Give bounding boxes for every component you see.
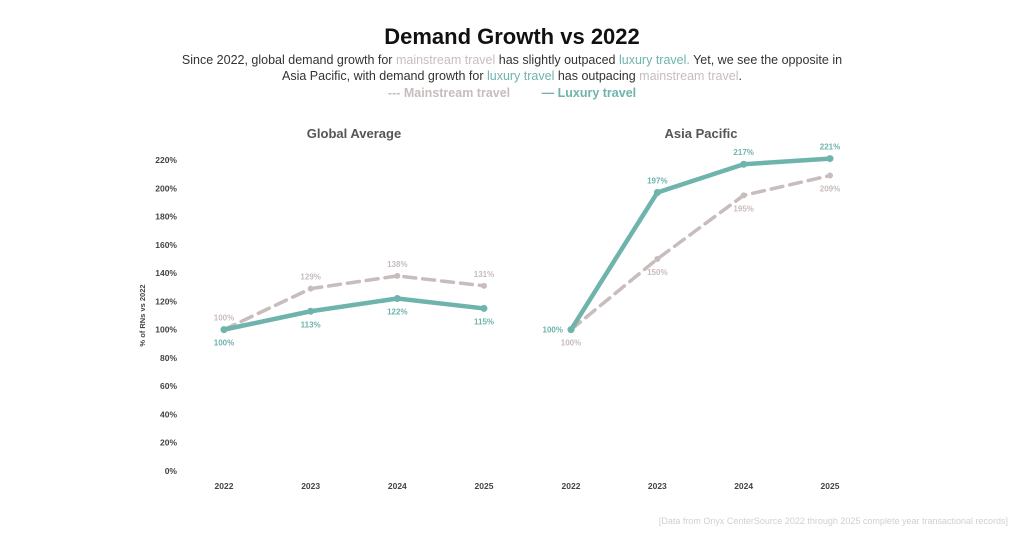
dashed-line-icon: --- xyxy=(387,86,401,100)
luxury-series-line xyxy=(221,296,487,332)
y-tick-label: 0% xyxy=(165,466,178,476)
data-label: 221% xyxy=(820,143,840,152)
y-tick-label: 200% xyxy=(155,183,177,193)
mainstream-point xyxy=(740,192,747,199)
subtitle-part: Yet, we see the opposite in Asia Pacific… xyxy=(282,53,843,83)
data-label: 217% xyxy=(733,148,753,157)
x-tick-label: 2022 xyxy=(562,481,581,491)
y-tick-label: 220% xyxy=(155,155,177,165)
x-tick-label: 2023 xyxy=(648,481,667,491)
x-tick-label: 2025 xyxy=(821,481,840,491)
subtitle-part: . xyxy=(738,69,742,83)
y-tick-label: 160% xyxy=(155,240,177,250)
subtitle-part: luxury travel. xyxy=(619,53,690,67)
panel-title: Asia Pacific xyxy=(665,126,738,141)
y-tick-label: 80% xyxy=(160,353,177,363)
mainstream-point xyxy=(481,282,487,289)
data-label: 150% xyxy=(647,268,667,277)
data-label: 122% xyxy=(387,308,407,317)
x-tick-label: 2022 xyxy=(215,481,234,491)
luxury-point xyxy=(480,304,488,312)
y-tick-label: 100% xyxy=(155,325,177,335)
y-tick-label: 20% xyxy=(160,438,177,448)
data-label: 197% xyxy=(647,177,667,186)
data-label: 100% xyxy=(214,314,234,323)
luxury-point xyxy=(307,307,315,315)
subtitle-part: mainstream travel xyxy=(639,69,739,83)
data-source-note: [Data from Onyx CenterSource 2022 throug… xyxy=(658,516,1008,526)
data-label: 131% xyxy=(474,270,494,279)
data-label: 115% xyxy=(474,317,494,326)
luxury-point xyxy=(653,189,661,197)
x-tick-label: 2023 xyxy=(301,481,320,491)
subtitle-part: Since 2022, global demand growth for xyxy=(181,53,396,67)
y-tick-label: 180% xyxy=(155,212,177,222)
luxury-point xyxy=(740,160,748,168)
subtitle-part: luxury travel xyxy=(486,69,555,83)
y-tick-label: 60% xyxy=(160,381,177,391)
x-tick-label: 2024 xyxy=(388,481,407,491)
data-label: 100% xyxy=(561,339,581,348)
y-tick-label: 40% xyxy=(160,409,177,419)
subtitle-part: has slightly outpaced xyxy=(495,53,619,67)
chart-title: Demand Growth vs 2022 xyxy=(384,24,640,49)
legend-label-mainstream: Mainstream travel xyxy=(403,86,511,100)
luxury-point xyxy=(567,326,575,334)
chart-subtitle: Since 2022, global demand growth for mai… xyxy=(180,52,844,84)
legend-label-luxury: Luxury travel xyxy=(557,86,637,100)
mainstream-point xyxy=(654,255,661,262)
solid-line-icon: — xyxy=(541,86,555,100)
x-tick-label: 2025 xyxy=(475,481,494,491)
luxury-series-line xyxy=(568,156,833,332)
y-axis-label: % of RNs vs 2022 xyxy=(138,284,147,346)
data-label: 100% xyxy=(214,339,234,348)
x-tick-label: 2024 xyxy=(734,481,753,491)
subtitle-part: has outpacing xyxy=(554,69,640,83)
data-label: 138% xyxy=(387,260,407,269)
legend-item-luxury: — Luxury travel xyxy=(542,86,637,100)
mainstream-point xyxy=(827,172,833,179)
legend-item-mainstream: --- Mainstream travel xyxy=(388,86,510,100)
mainstream-point xyxy=(307,285,314,292)
mainstream-series-line xyxy=(222,274,486,332)
luxury-point xyxy=(220,326,228,334)
y-tick-label: 120% xyxy=(155,296,177,306)
mainstream-series-line xyxy=(569,173,832,332)
data-label: 209% xyxy=(820,185,840,194)
subtitle-part: mainstream travel xyxy=(395,53,496,67)
mainstream-point xyxy=(394,272,401,279)
data-label: 195% xyxy=(733,204,753,213)
luxury-point xyxy=(393,295,401,303)
data-label: 100% xyxy=(543,326,563,335)
data-label: 113% xyxy=(301,320,321,329)
legend: --- Mainstream travel — Luxury travel xyxy=(0,86,1024,100)
luxury-point xyxy=(826,155,834,163)
y-tick-label: 140% xyxy=(155,268,177,278)
data-label: 129% xyxy=(300,273,320,282)
panel-title: Global Average xyxy=(307,126,401,141)
